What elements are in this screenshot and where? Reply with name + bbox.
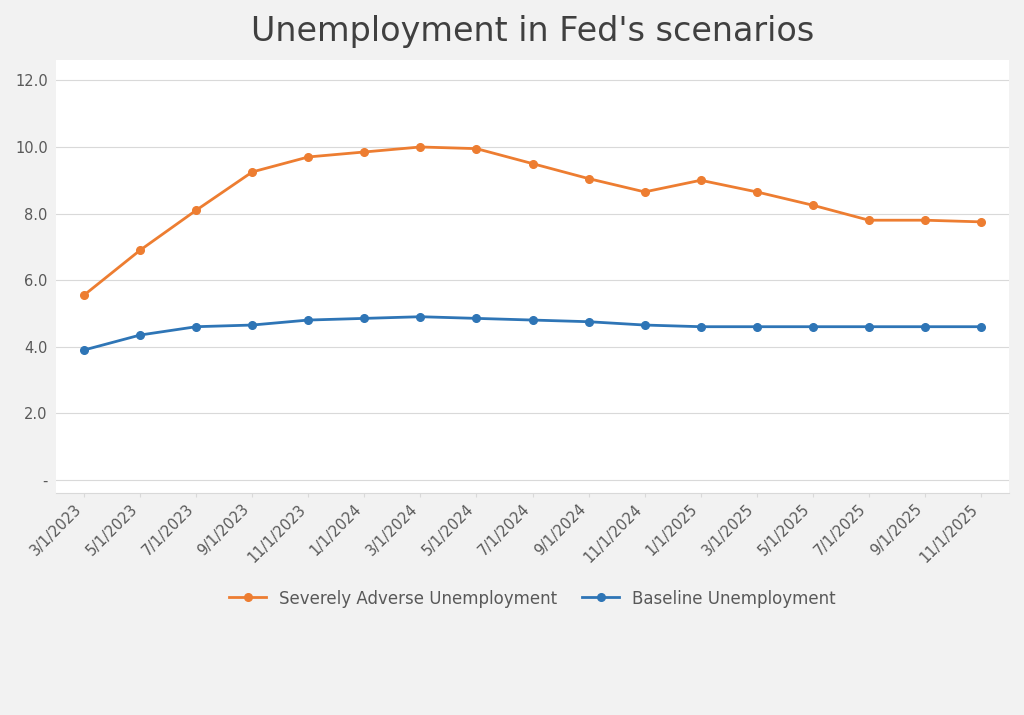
Baseline Unemployment (919, 322, 931, 331)
Baseline Unemployment (246, 321, 258, 330)
Baseline Unemployment (470, 314, 482, 322)
Severely Adverse Unemployment (694, 176, 707, 184)
Baseline Unemployment (134, 331, 146, 340)
Baseline Unemployment (694, 322, 707, 331)
Severely Adverse Unemployment (78, 291, 90, 300)
Severely Adverse Unemployment (751, 187, 763, 196)
Severely Adverse Unemployment (415, 143, 427, 152)
Severely Adverse Unemployment (358, 148, 371, 157)
Baseline Unemployment (751, 322, 763, 331)
Severely Adverse Unemployment (470, 144, 482, 153)
Baseline Unemployment (807, 322, 819, 331)
Severely Adverse Unemployment (639, 187, 651, 196)
Severely Adverse Unemployment (134, 246, 146, 255)
Severely Adverse Unemployment (975, 217, 987, 226)
Baseline Unemployment (583, 317, 595, 326)
Baseline Unemployment (78, 346, 90, 355)
Baseline Unemployment (190, 322, 203, 331)
Baseline Unemployment (302, 316, 314, 325)
Severely Adverse Unemployment (190, 206, 203, 214)
Line: Baseline Unemployment: Baseline Unemployment (80, 313, 985, 354)
Severely Adverse Unemployment (583, 174, 595, 183)
Severely Adverse Unemployment (919, 216, 931, 225)
Baseline Unemployment (526, 316, 539, 325)
Baseline Unemployment (358, 314, 371, 322)
Legend: Severely Adverse Unemployment, Baseline Unemployment: Severely Adverse Unemployment, Baseline … (222, 583, 843, 615)
Baseline Unemployment (863, 322, 876, 331)
Severely Adverse Unemployment (246, 167, 258, 176)
Baseline Unemployment (415, 312, 427, 321)
Severely Adverse Unemployment (807, 201, 819, 209)
Baseline Unemployment (639, 321, 651, 330)
Severely Adverse Unemployment (302, 153, 314, 162)
Baseline Unemployment (975, 322, 987, 331)
Title: Unemployment in Fed's scenarios: Unemployment in Fed's scenarios (251, 15, 814, 48)
Severely Adverse Unemployment (863, 216, 876, 225)
Severely Adverse Unemployment (526, 159, 539, 168)
Line: Severely Adverse Unemployment: Severely Adverse Unemployment (80, 143, 985, 299)
